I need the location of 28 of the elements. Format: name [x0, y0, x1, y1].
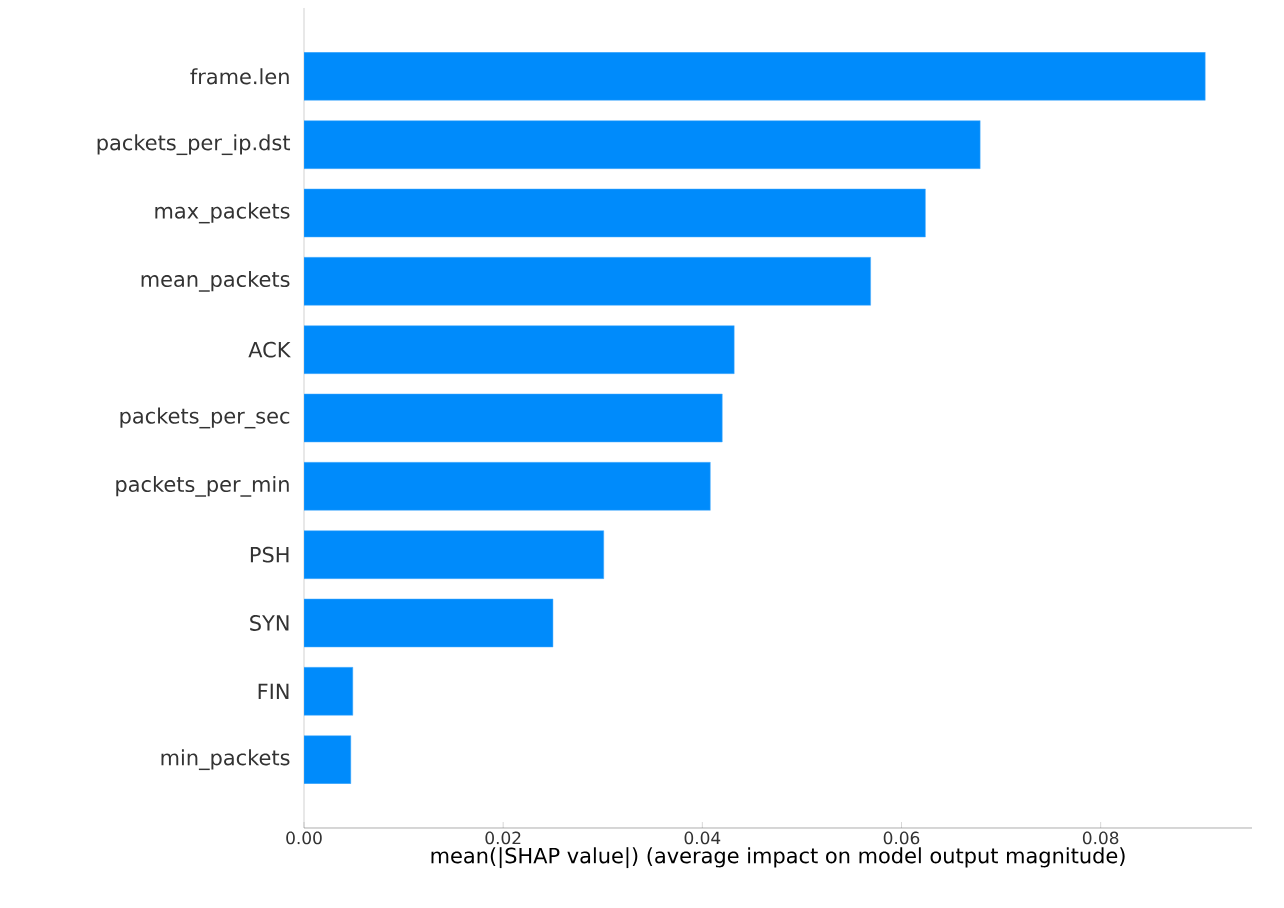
x-tick-label: 0.00 — [286, 831, 322, 845]
bar — [304, 120, 981, 169]
y-tick-label: SYN — [250, 615, 289, 631]
y-tick-label: packets_per_sec — [120, 407, 290, 429]
y-tick-label: ACK — [248, 341, 291, 358]
y-tick-label: max_packets — [155, 202, 290, 224]
x-tick-label: 0.06 — [883, 831, 920, 845]
bar — [304, 52, 1206, 101]
x-tick-label: 0.08 — [1082, 831, 1119, 845]
bar — [304, 530, 604, 579]
y-tick-label: packets_per_ip.dst — [97, 134, 291, 156]
y-tick-label: FIN — [258, 683, 289, 699]
bar — [304, 462, 711, 511]
y-tick-label: mean_packets — [141, 270, 290, 292]
y-tick-label: frame.len — [190, 68, 289, 85]
x-axis-title: mean(|SHAP value|) (average impact on model output magnitude) — [431, 847, 1125, 869]
y-tick-label: PSH — [250, 546, 289, 563]
bar — [304, 393, 723, 443]
bar — [304, 667, 354, 716]
bar — [304, 257, 871, 306]
y-tick-label: min_packets — [161, 749, 290, 771]
x-tick-label: 0.02 — [485, 831, 521, 845]
bar — [304, 325, 735, 374]
y-tick-label: packets_per_min — [116, 475, 289, 497]
x-tick-label: 0.04 — [684, 831, 721, 845]
bar — [304, 735, 352, 784]
bar — [304, 598, 554, 648]
bar — [304, 188, 926, 238]
